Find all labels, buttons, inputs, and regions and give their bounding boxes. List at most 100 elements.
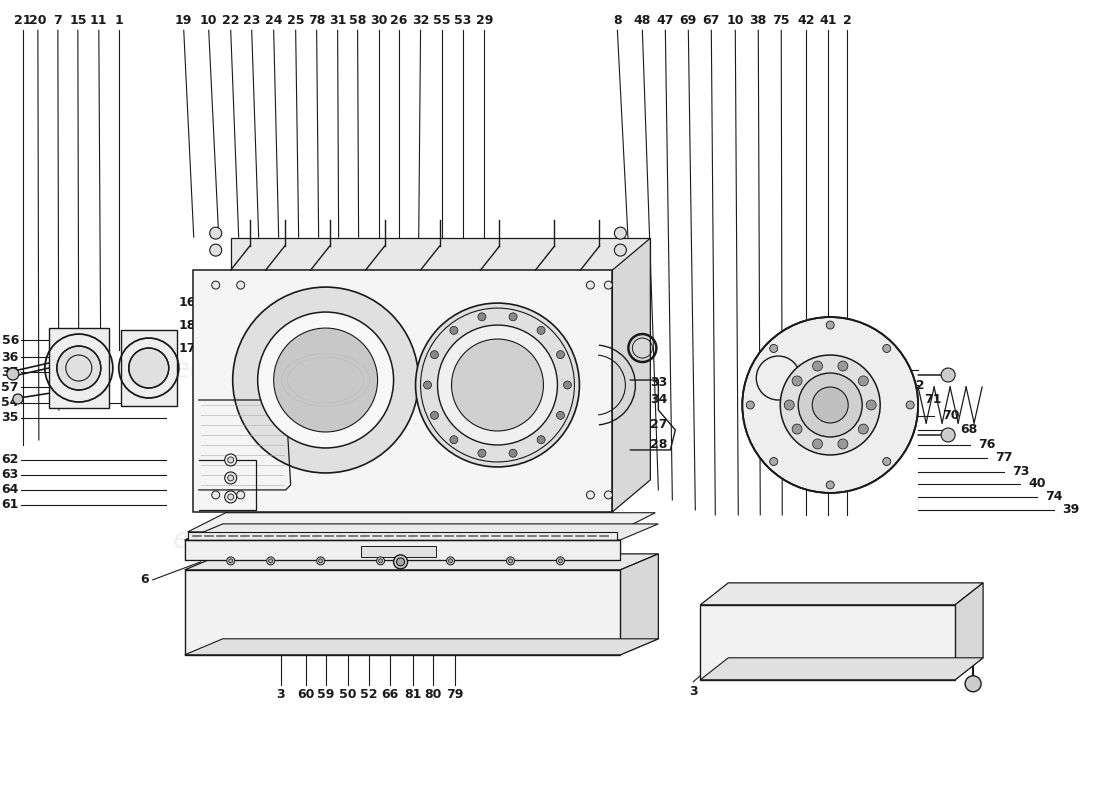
Text: 8: 8 [613, 14, 621, 27]
Text: 55: 55 [432, 14, 450, 27]
Circle shape [227, 557, 234, 565]
Text: 31: 31 [329, 14, 346, 27]
Circle shape [211, 491, 220, 499]
Circle shape [224, 491, 236, 503]
Circle shape [508, 559, 513, 563]
Text: 74: 74 [1045, 490, 1063, 503]
Circle shape [233, 287, 419, 473]
Circle shape [942, 368, 955, 382]
Text: 27: 27 [650, 418, 668, 431]
Polygon shape [231, 238, 650, 270]
Circle shape [942, 428, 955, 442]
Text: 49: 49 [870, 363, 888, 377]
Text: 46: 46 [626, 331, 642, 345]
Circle shape [813, 439, 823, 449]
Circle shape [826, 481, 834, 489]
Circle shape [57, 346, 101, 390]
Circle shape [430, 350, 439, 358]
Circle shape [826, 321, 834, 329]
Circle shape [838, 361, 848, 371]
Circle shape [13, 394, 23, 404]
Text: 61: 61 [1, 498, 19, 511]
Circle shape [792, 376, 802, 386]
Circle shape [228, 494, 233, 500]
Circle shape [537, 436, 546, 444]
Text: 25: 25 [287, 14, 305, 27]
Text: 76: 76 [978, 438, 996, 451]
Circle shape [812, 387, 848, 423]
Text: 10: 10 [200, 14, 218, 27]
Text: 21: 21 [14, 14, 32, 27]
Text: 6: 6 [140, 574, 148, 586]
Text: eurospares: eurospares [422, 356, 579, 384]
Text: 7: 7 [54, 14, 63, 27]
Text: 54: 54 [1, 397, 19, 410]
Polygon shape [185, 554, 659, 570]
Circle shape [397, 558, 405, 566]
Text: 77: 77 [996, 451, 1013, 465]
Circle shape [866, 400, 877, 410]
Text: 3: 3 [689, 686, 697, 698]
Text: 29: 29 [476, 14, 493, 27]
Circle shape [882, 345, 891, 353]
Polygon shape [192, 270, 613, 512]
Text: 68: 68 [960, 423, 978, 437]
Text: 56: 56 [1, 334, 19, 346]
Polygon shape [701, 605, 955, 680]
Circle shape [746, 401, 755, 409]
Circle shape [557, 411, 564, 419]
Text: 13: 13 [377, 540, 394, 554]
Text: 45: 45 [206, 475, 222, 489]
Circle shape [394, 555, 408, 569]
Circle shape [813, 361, 823, 371]
Polygon shape [185, 540, 620, 560]
Circle shape [477, 313, 486, 321]
Text: 53: 53 [454, 14, 471, 27]
Text: eurospares: eurospares [422, 526, 579, 554]
Text: 23: 23 [243, 14, 261, 27]
Circle shape [509, 450, 517, 457]
Circle shape [449, 559, 452, 563]
Circle shape [780, 355, 880, 455]
Circle shape [268, 559, 273, 563]
Circle shape [210, 244, 222, 256]
Text: 40: 40 [1028, 478, 1046, 490]
Text: 34: 34 [650, 394, 668, 406]
Circle shape [838, 439, 848, 449]
Circle shape [376, 557, 385, 565]
Text: 10: 10 [726, 14, 744, 27]
Circle shape [858, 376, 868, 386]
Text: 75: 75 [772, 14, 790, 27]
Circle shape [224, 472, 236, 484]
Text: 63: 63 [1, 469, 19, 482]
Circle shape [506, 557, 515, 565]
Text: 12: 12 [334, 540, 352, 554]
Circle shape [477, 450, 486, 457]
Polygon shape [185, 639, 659, 654]
Text: 69: 69 [680, 14, 697, 27]
Circle shape [266, 557, 275, 565]
Polygon shape [701, 658, 983, 680]
Circle shape [229, 559, 233, 563]
Text: 67: 67 [703, 14, 720, 27]
Polygon shape [48, 328, 109, 408]
Text: 73: 73 [1012, 466, 1030, 478]
Circle shape [274, 328, 377, 432]
Text: 42: 42 [798, 14, 815, 27]
Text: 57: 57 [1, 381, 19, 394]
Circle shape [784, 400, 794, 410]
Polygon shape [121, 330, 177, 406]
Text: 52: 52 [397, 540, 415, 554]
Text: 62: 62 [1, 454, 19, 466]
Polygon shape [955, 583, 983, 680]
Circle shape [557, 350, 564, 358]
Circle shape [965, 676, 981, 692]
Text: 11: 11 [90, 14, 108, 27]
Polygon shape [361, 546, 436, 557]
Circle shape [770, 345, 778, 353]
Circle shape [224, 454, 236, 466]
Circle shape [430, 411, 439, 419]
Circle shape [604, 281, 613, 289]
Circle shape [450, 436, 458, 444]
Polygon shape [188, 513, 656, 532]
